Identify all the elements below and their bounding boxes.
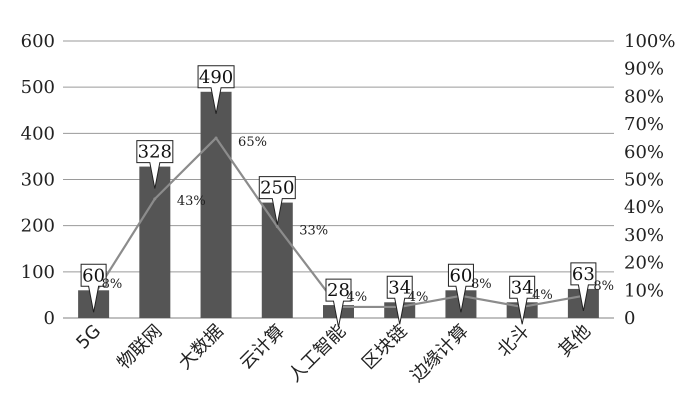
value-callout-box <box>258 176 296 225</box>
percent-label: 65% <box>238 135 267 150</box>
value-label: 60 <box>449 265 472 286</box>
value-label: 34 <box>388 277 411 298</box>
line-point <box>153 197 157 201</box>
left-tick-label: 600 <box>21 31 55 52</box>
percent-labels: 8% 43% 65% 33% 4% 4% 8% 4% 8% <box>102 135 614 305</box>
value-label: 250 <box>260 178 294 199</box>
value-label: 60 <box>82 265 105 286</box>
right-tick-label: 60% <box>624 142 664 163</box>
value-callout-box <box>325 278 352 328</box>
right-axis: 0 10% 20% 30% 40% 50% 60% 70% 80% 90% 100% <box>624 31 675 329</box>
value-callouts: 60 328 490 250 28 34 60 34 63 <box>80 65 597 328</box>
category-label: 5G <box>72 321 105 354</box>
right-tick-label: 30% <box>624 225 664 246</box>
value-callout-box <box>197 65 235 114</box>
line-point <box>214 136 218 140</box>
value-callout-box <box>570 262 597 312</box>
left-tick-label: 300 <box>21 170 55 191</box>
value-callout-box <box>447 263 474 313</box>
category-label: 云计算 <box>236 321 289 374</box>
value-callout-box <box>80 263 107 313</box>
right-tick-label: 40% <box>624 197 664 218</box>
right-tick-label: 100% <box>624 31 675 52</box>
percent-label: 33% <box>299 224 328 239</box>
value-label: 34 <box>511 277 534 298</box>
value-callout-box <box>136 140 174 189</box>
right-tick-label: 20% <box>624 253 664 274</box>
category-label: 人工智能 <box>284 321 350 387</box>
percent-label: 4% <box>408 290 429 305</box>
percent-label: 4% <box>347 290 368 305</box>
right-tick-label: 50% <box>624 170 664 191</box>
category-label: 北斗 <box>493 321 533 361</box>
value-label: 63 <box>572 264 595 285</box>
value-callout-box <box>509 275 536 325</box>
line-point <box>275 225 279 229</box>
right-tick-label: 80% <box>624 86 664 107</box>
bar <box>139 166 171 318</box>
right-tick-label: 90% <box>624 59 664 80</box>
percent-label: 4% <box>532 288 553 303</box>
value-label: 328 <box>138 142 172 163</box>
right-tick-label: 10% <box>624 280 664 301</box>
percent-label: 8% <box>471 277 492 292</box>
category-label: 大数据 <box>175 321 228 374</box>
category-label: 区块链 <box>358 321 411 374</box>
value-label: 28 <box>327 280 350 301</box>
value-callout-box <box>386 275 413 325</box>
right-tick-label: 70% <box>624 114 664 135</box>
bars <box>78 91 599 319</box>
category-label: 其他 <box>555 321 595 361</box>
left-tick-label: 100 <box>21 262 55 283</box>
category-label: 物联网 <box>113 321 166 374</box>
percent-label: 43% <box>177 194 206 209</box>
right-tick-label: 0 <box>624 308 635 329</box>
left-tick-label: 0 <box>44 308 55 329</box>
left-axis: 0 100 200 300 400 500 600 <box>21 31 55 329</box>
category-label: 边缘计算 <box>407 321 473 387</box>
left-tick-label: 200 <box>21 216 55 237</box>
bar <box>200 91 232 319</box>
left-tick-label: 400 <box>21 123 55 144</box>
percent-label: 8% <box>102 277 123 292</box>
percent-label: 8% <box>593 279 614 294</box>
value-label: 490 <box>199 67 233 88</box>
left-tick-label: 500 <box>21 77 55 98</box>
